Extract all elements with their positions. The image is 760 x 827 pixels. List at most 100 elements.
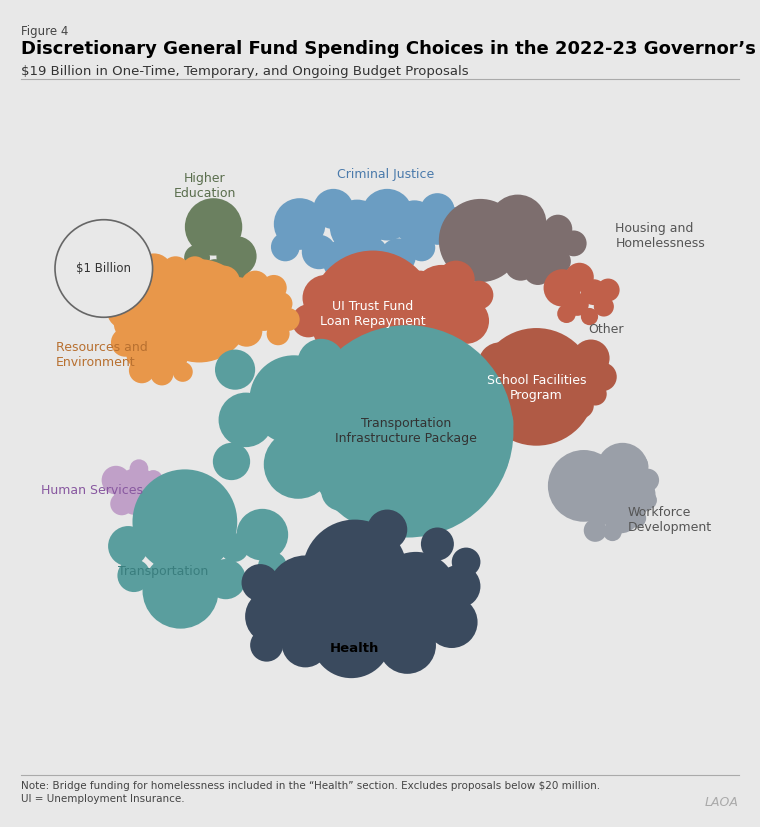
Circle shape bbox=[543, 270, 581, 307]
Circle shape bbox=[143, 552, 219, 629]
Circle shape bbox=[489, 194, 546, 252]
Circle shape bbox=[425, 219, 451, 245]
Circle shape bbox=[588, 362, 617, 391]
Circle shape bbox=[207, 265, 240, 299]
Text: Other: Other bbox=[588, 323, 623, 336]
Circle shape bbox=[111, 264, 158, 312]
Circle shape bbox=[477, 328, 595, 446]
Circle shape bbox=[110, 492, 133, 515]
Circle shape bbox=[443, 298, 489, 344]
Circle shape bbox=[426, 596, 477, 648]
Circle shape bbox=[451, 547, 480, 576]
Circle shape bbox=[302, 275, 348, 321]
Text: Note: Bridge funding for homelessness included in the “Health” section. Excludes: Note: Bridge funding for homelessness in… bbox=[21, 781, 600, 791]
Circle shape bbox=[594, 296, 614, 317]
Circle shape bbox=[330, 315, 359, 344]
Text: UI = Unemployment Insurance.: UI = Unemployment Insurance. bbox=[21, 794, 185, 804]
Circle shape bbox=[543, 215, 572, 243]
Circle shape bbox=[302, 519, 407, 624]
Circle shape bbox=[231, 315, 262, 347]
Circle shape bbox=[367, 509, 407, 550]
Circle shape bbox=[616, 475, 655, 514]
Circle shape bbox=[568, 393, 594, 418]
Circle shape bbox=[420, 194, 454, 227]
Circle shape bbox=[184, 245, 210, 270]
Circle shape bbox=[249, 356, 338, 444]
Circle shape bbox=[173, 361, 193, 382]
Circle shape bbox=[521, 226, 564, 270]
Circle shape bbox=[236, 509, 288, 561]
Circle shape bbox=[297, 339, 345, 386]
Circle shape bbox=[107, 296, 139, 328]
Circle shape bbox=[213, 442, 250, 480]
Circle shape bbox=[374, 552, 458, 635]
Text: Higher
Education: Higher Education bbox=[174, 172, 236, 200]
Circle shape bbox=[603, 523, 622, 541]
Circle shape bbox=[313, 189, 353, 229]
Circle shape bbox=[111, 328, 140, 356]
Circle shape bbox=[451, 427, 509, 485]
Circle shape bbox=[302, 235, 336, 270]
Circle shape bbox=[359, 237, 387, 266]
Circle shape bbox=[268, 556, 344, 632]
Circle shape bbox=[487, 397, 510, 420]
Circle shape bbox=[147, 259, 251, 362]
Circle shape bbox=[218, 277, 258, 318]
Circle shape bbox=[581, 308, 598, 325]
Circle shape bbox=[309, 251, 436, 377]
Circle shape bbox=[311, 598, 391, 678]
Circle shape bbox=[108, 526, 148, 566]
Text: $19 Billion in One-Time, Temporary, and Ongoing Budget Proposals: $19 Billion in One-Time, Temporary, and … bbox=[21, 65, 469, 78]
Circle shape bbox=[588, 496, 617, 524]
Circle shape bbox=[156, 341, 188, 372]
Circle shape bbox=[129, 357, 155, 383]
Circle shape bbox=[135, 253, 173, 291]
Circle shape bbox=[277, 308, 299, 331]
Circle shape bbox=[144, 470, 163, 489]
Circle shape bbox=[201, 259, 230, 288]
Circle shape bbox=[524, 256, 553, 285]
Text: Human Services: Human Services bbox=[40, 484, 143, 497]
Circle shape bbox=[584, 383, 606, 405]
Circle shape bbox=[548, 450, 619, 522]
Circle shape bbox=[292, 304, 325, 337]
Circle shape bbox=[557, 304, 576, 323]
Circle shape bbox=[438, 261, 475, 298]
Circle shape bbox=[421, 528, 454, 561]
Circle shape bbox=[267, 323, 290, 345]
Circle shape bbox=[572, 340, 610, 377]
Circle shape bbox=[473, 403, 514, 442]
Circle shape bbox=[393, 200, 436, 243]
Text: Criminal Justice: Criminal Justice bbox=[337, 168, 435, 181]
Circle shape bbox=[215, 350, 255, 390]
Circle shape bbox=[636, 469, 659, 491]
Text: UI Trust Fund
Loan Repayment: UI Trust Fund Loan Repayment bbox=[320, 299, 426, 327]
Circle shape bbox=[638, 491, 657, 509]
Circle shape bbox=[261, 275, 287, 301]
Circle shape bbox=[330, 199, 385, 254]
Circle shape bbox=[217, 237, 257, 276]
Text: Workforce
Development: Workforce Development bbox=[628, 505, 711, 533]
Circle shape bbox=[182, 256, 207, 282]
Circle shape bbox=[408, 234, 435, 261]
Text: Discretionary General Fund Spending Choices in the 2022-23 Governor’s Budget: Discretionary General Fund Spending Choi… bbox=[21, 40, 760, 58]
Circle shape bbox=[282, 620, 329, 667]
Circle shape bbox=[245, 589, 299, 643]
Circle shape bbox=[220, 533, 249, 562]
Text: Transportation
Infrastructure Package: Transportation Infrastructure Package bbox=[335, 418, 477, 446]
Circle shape bbox=[211, 320, 236, 346]
Circle shape bbox=[271, 232, 299, 261]
Circle shape bbox=[245, 294, 283, 331]
Circle shape bbox=[113, 284, 182, 353]
Text: LAOA: LAOA bbox=[705, 796, 739, 809]
Circle shape bbox=[565, 293, 589, 316]
Circle shape bbox=[242, 564, 279, 601]
Circle shape bbox=[301, 325, 514, 538]
Circle shape bbox=[206, 559, 245, 600]
Circle shape bbox=[55, 220, 153, 318]
Circle shape bbox=[361, 189, 413, 241]
Text: $1 Billion: $1 Billion bbox=[76, 262, 131, 275]
Circle shape bbox=[438, 565, 480, 608]
Circle shape bbox=[584, 519, 606, 542]
Circle shape bbox=[406, 270, 435, 299]
